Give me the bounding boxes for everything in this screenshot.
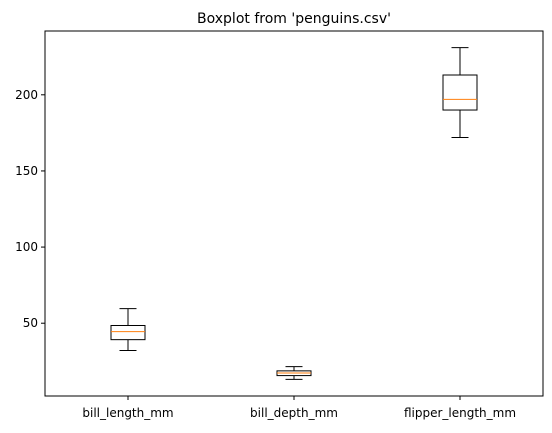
y-tick-label: 200 [15,88,38,102]
box-bill_depth_mm [276,366,312,380]
boxes-layer [110,47,478,380]
box-bill_length_mm [110,308,146,351]
y-axis: 50 100 150 200 [15,88,45,330]
box-flipper_length_mm [442,47,478,138]
y-tick-label: 100 [15,240,38,254]
x-tick-label: bill_length_mm [82,406,173,420]
x-tick-label: flipper_length_mm [404,406,516,420]
y-tick-label: 150 [15,164,38,178]
iqr-box [442,74,478,111]
plot-area [44,30,544,397]
y-tick-label: 50 [23,316,38,330]
chart-title: Boxplot from 'penguins.csv' [197,11,391,27]
x-tick-label: bill_depth_mm [250,406,338,420]
iqr-box [110,324,146,341]
x-axis: bill_length_mm bill_depth_mm flipper_lengt… [82,396,516,420]
